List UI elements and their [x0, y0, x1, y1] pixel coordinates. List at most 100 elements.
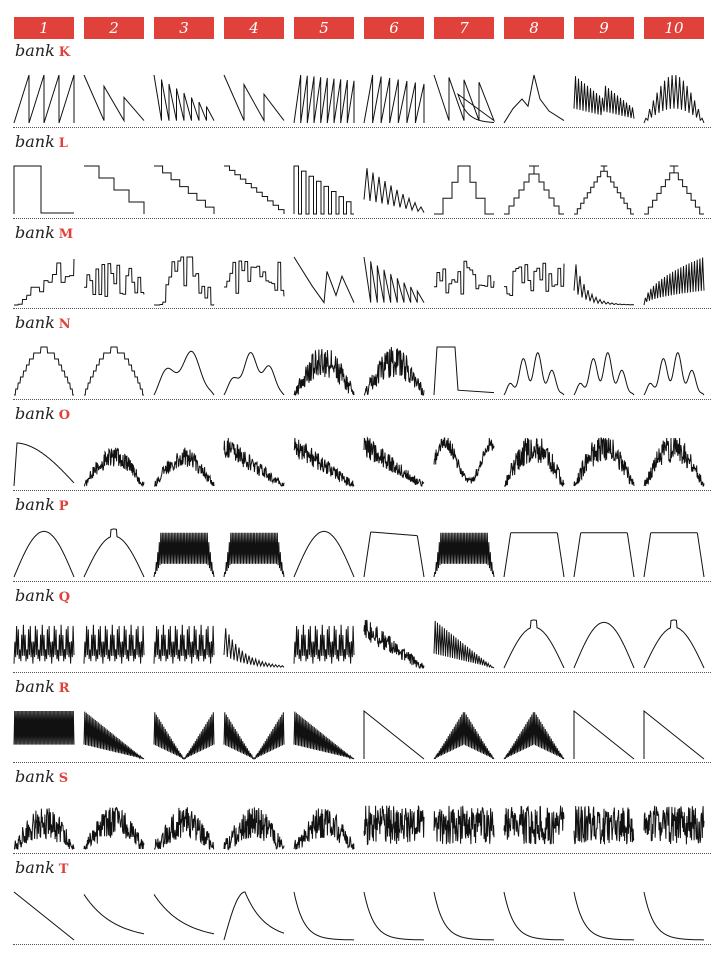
wave-q-2[interactable]: [83, 620, 145, 668]
wave-m-4[interactable]: [224, 257, 285, 305]
wave-s-10[interactable]: [643, 801, 705, 849]
wave-n-7[interactable]: [433, 346, 495, 396]
wave-q-7[interactable]: [433, 620, 495, 669]
wave-o-2[interactable]: [83, 438, 145, 488]
wave-p-10[interactable]: [643, 529, 705, 578]
wave-q-4[interactable]: [223, 620, 285, 668]
wave-r-6[interactable]: [363, 709, 425, 759]
wave-t-6[interactable]: [363, 892, 424, 941]
wave-m-6[interactable]: [363, 256, 425, 305]
wave-p-1[interactable]: [13, 529, 75, 578]
wave-n-1[interactable]: [14, 346, 74, 396]
wave-o-3[interactable]: [154, 438, 215, 488]
wave-n-5[interactable]: [293, 347, 355, 396]
wave-t-3[interactable]: [153, 892, 215, 940]
wave-l-2[interactable]: [84, 165, 145, 214]
wave-r-5[interactable]: [293, 711, 355, 760]
wave-q-1[interactable]: [13, 620, 75, 668]
wave-l-3[interactable]: [154, 165, 215, 214]
wave-r-2[interactable]: [83, 711, 145, 760]
wave-o-7[interactable]: [433, 437, 495, 486]
wave-s-8[interactable]: [503, 801, 565, 849]
wave-n-4[interactable]: [223, 347, 285, 396]
wave-t-7[interactable]: [433, 892, 494, 941]
wave-k-6[interactable]: [363, 74, 425, 124]
wave-k-4[interactable]: [223, 74, 285, 123]
wave-l-1[interactable]: [13, 165, 74, 214]
wave-k-2[interactable]: [83, 74, 145, 123]
wave-k-8[interactable]: [503, 74, 565, 124]
wave-r-3[interactable]: [153, 711, 215, 760]
wave-l-6[interactable]: [363, 166, 425, 214]
wave-o-10[interactable]: [643, 438, 705, 487]
wave-o-8[interactable]: [504, 438, 565, 487]
wave-r-1[interactable]: [13, 710, 75, 759]
wave-q-3[interactable]: [153, 620, 215, 668]
wave-r-7[interactable]: [433, 711, 495, 759]
wave-s-7[interactable]: [433, 801, 495, 849]
wave-p-7[interactable]: [433, 529, 495, 578]
wave-o-9[interactable]: [573, 437, 635, 487]
wave-m-8[interactable]: [504, 257, 565, 305]
wave-t-8[interactable]: [503, 892, 564, 941]
wave-m-3[interactable]: [154, 256, 215, 306]
wave-t-10[interactable]: [643, 892, 704, 941]
wave-m-7[interactable]: [434, 257, 495, 305]
wave-o-6[interactable]: [363, 436, 425, 487]
wave-s-2[interactable]: [83, 801, 145, 850]
wave-l-9[interactable]: [574, 165, 634, 215]
wave-q-8[interactable]: [503, 619, 565, 669]
wave-n-9[interactable]: [573, 347, 635, 396]
wave-r-9[interactable]: [573, 709, 635, 759]
wave-p-5[interactable]: [293, 529, 355, 578]
wave-p-9[interactable]: [573, 529, 635, 578]
wave-m-2[interactable]: [84, 257, 145, 305]
wave-k-1[interactable]: [13, 74, 75, 124]
wave-o-5[interactable]: [293, 438, 355, 488]
wave-k-7[interactable]: [433, 74, 496, 123]
wave-s-3[interactable]: [154, 801, 215, 851]
wave-l-7[interactable]: [434, 165, 494, 215]
wave-p-3[interactable]: [153, 529, 215, 578]
wave-r-10[interactable]: [643, 709, 705, 759]
wave-s-6[interactable]: [363, 801, 425, 849]
wave-k-9[interactable]: [573, 75, 635, 123]
wave-n-10[interactable]: [643, 347, 705, 396]
wave-q-6[interactable]: [363, 619, 425, 669]
wave-o-1[interactable]: [13, 438, 75, 487]
wave-n-8[interactable]: [503, 347, 565, 396]
wave-k-10[interactable]: [643, 75, 705, 124]
wave-s-1[interactable]: [13, 801, 75, 850]
wave-n-2[interactable]: [84, 346, 144, 396]
wave-l-8[interactable]: [504, 165, 564, 215]
wave-o-4[interactable]: [223, 438, 285, 487]
wave-n-6[interactable]: [363, 347, 425, 396]
wave-p-6[interactable]: [363, 529, 425, 578]
wave-t-5[interactable]: [293, 892, 354, 941]
wave-q-10[interactable]: [643, 619, 705, 669]
wave-m-9[interactable]: [573, 257, 635, 306]
wave-p-4[interactable]: [223, 529, 285, 578]
wave-k-5[interactable]: [293, 74, 355, 124]
wave-n-3[interactable]: [153, 347, 215, 396]
wave-s-5[interactable]: [293, 801, 355, 850]
wave-r-8[interactable]: [503, 711, 565, 759]
wave-l-5[interactable]: [293, 165, 354, 215]
wave-t-9[interactable]: [573, 892, 634, 941]
wave-m-10[interactable]: [643, 257, 705, 305]
wave-k-3[interactable]: [153, 74, 215, 123]
wave-r-4[interactable]: [223, 711, 285, 760]
wave-m-5[interactable]: [293, 256, 355, 305]
wave-l-10[interactable]: [644, 165, 704, 215]
wave-s-9[interactable]: [573, 801, 635, 849]
wave-t-1[interactable]: [13, 891, 75, 941]
wave-s-4[interactable]: [223, 801, 285, 852]
wave-p-2[interactable]: [83, 528, 145, 578]
wave-q-9[interactable]: [573, 620, 635, 668]
wave-l-4[interactable]: [224, 165, 285, 214]
wave-t-4[interactable]: [223, 891, 285, 941]
wave-t-2[interactable]: [83, 892, 145, 940]
wave-q-5[interactable]: [293, 620, 355, 668]
wave-m-1[interactable]: [14, 257, 75, 306]
wave-p-8[interactable]: [503, 529, 565, 578]
